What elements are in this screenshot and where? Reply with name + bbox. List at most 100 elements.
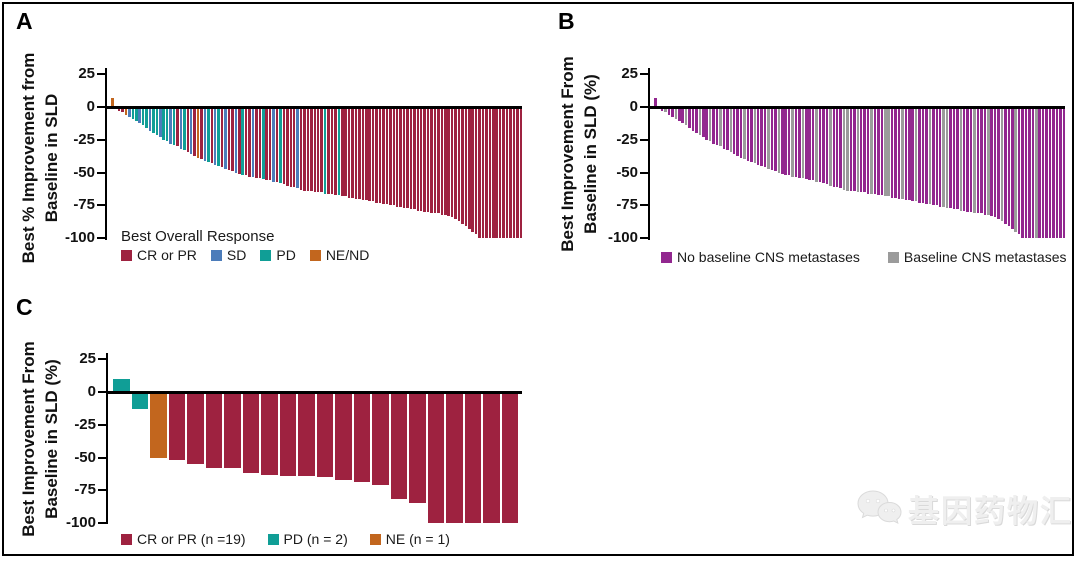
bar — [863, 107, 866, 193]
y-axis-tick — [97, 73, 106, 76]
legend-label: NE/ND — [325, 247, 370, 263]
bar — [258, 107, 262, 178]
legend-swatch — [887, 251, 899, 263]
bar — [402, 107, 406, 209]
bar — [382, 107, 385, 205]
bar — [275, 107, 279, 182]
bar — [265, 107, 268, 181]
bar — [856, 107, 860, 193]
bar — [938, 107, 942, 207]
bar — [654, 97, 657, 107]
bar — [316, 392, 333, 478]
bar — [698, 107, 702, 135]
bar — [873, 107, 877, 194]
y-axis-line — [648, 68, 650, 240]
bar — [121, 107, 124, 113]
bar — [516, 107, 519, 239]
bar — [196, 107, 200, 159]
bar — [289, 107, 293, 188]
y-axis-title-line: Best Improvement From — [19, 341, 38, 537]
bar — [987, 107, 990, 215]
bar — [368, 107, 371, 202]
bar — [444, 107, 447, 215]
bar — [853, 107, 856, 191]
bar — [791, 107, 794, 177]
bar — [176, 107, 179, 147]
y-axis-tick-label: 25 — [78, 65, 95, 83]
bar — [770, 107, 774, 170]
bar — [296, 107, 299, 189]
legend-item: NE (n = 1) — [369, 531, 450, 547]
bar — [925, 107, 928, 205]
bar — [674, 107, 678, 119]
bar — [354, 107, 358, 199]
bar — [316, 107, 320, 193]
bar — [135, 107, 138, 122]
bar — [303, 107, 306, 191]
bar — [238, 107, 241, 174]
bar — [224, 392, 241, 468]
bar — [671, 107, 674, 118]
bar — [145, 107, 148, 128]
y-axis-tick-label: 25 — [79, 350, 96, 368]
bar — [217, 107, 220, 167]
y-axis-tick-label: -50 — [74, 448, 96, 466]
bar — [736, 107, 739, 156]
y-axis-tick-label: -75 — [616, 196, 638, 214]
bar — [279, 107, 282, 184]
bar — [781, 107, 784, 174]
bar — [427, 392, 444, 523]
bar — [887, 107, 890, 197]
bar — [186, 107, 190, 152]
bar — [351, 107, 354, 198]
bar — [262, 107, 265, 180]
bar — [341, 107, 344, 197]
legend-label: CR or PR (n =19) — [137, 531, 246, 547]
bar — [1052, 107, 1055, 239]
bar — [866, 107, 870, 194]
bar — [426, 107, 430, 212]
legend-swatch — [267, 533, 279, 545]
y-axis-tick — [640, 204, 649, 207]
bar — [808, 107, 811, 181]
legend-swatch — [260, 249, 272, 261]
bar — [242, 392, 259, 474]
bar — [763, 107, 767, 168]
bar — [715, 107, 719, 146]
bar — [169, 107, 172, 144]
bar — [918, 107, 921, 203]
bar — [385, 107, 389, 205]
legend-item: NE/ND — [309, 247, 370, 263]
bar — [894, 107, 897, 198]
bar — [162, 107, 165, 140]
bar — [512, 107, 516, 239]
bar — [272, 107, 275, 182]
bar — [457, 107, 461, 222]
bar — [330, 107, 334, 194]
bar — [914, 107, 918, 202]
legend-swatch — [210, 249, 222, 261]
legend-swatch — [121, 533, 132, 545]
bar — [1038, 107, 1041, 239]
y-axis-tick-label: 25 — [621, 65, 638, 83]
bar — [509, 107, 512, 239]
bar — [299, 107, 303, 190]
bar — [719, 107, 722, 147]
bar — [708, 107, 712, 142]
bar — [859, 107, 863, 193]
bar — [483, 392, 500, 523]
bar — [890, 107, 894, 198]
legend-item: No baseline CNS metastases — [661, 249, 860, 265]
bar — [705, 107, 708, 140]
bar — [128, 107, 131, 118]
y-axis-tick — [98, 358, 107, 361]
zero-baseline — [648, 106, 1065, 109]
bar — [492, 107, 495, 239]
y-axis-tick — [97, 138, 106, 141]
bar — [678, 107, 681, 122]
y-axis-tick — [98, 423, 107, 426]
bar — [210, 107, 214, 164]
bar — [213, 107, 217, 165]
bar — [344, 107, 347, 197]
bar — [1041, 107, 1045, 239]
